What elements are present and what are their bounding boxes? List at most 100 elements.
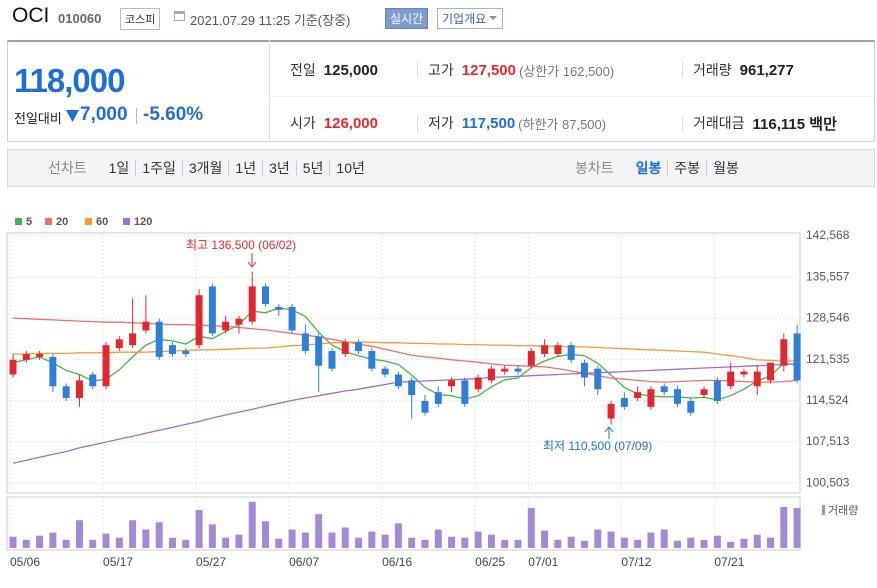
volume-bar	[62, 539, 70, 548]
volume-bar	[554, 539, 562, 548]
volume-bar	[315, 514, 323, 548]
y-tick-label: 100,503	[806, 475, 850, 489]
candle-body	[9, 359, 17, 375]
candle-body	[501, 368, 509, 372]
volume-bar	[49, 532, 57, 548]
legend-label: 120	[134, 216, 152, 228]
volume-bar	[155, 522, 163, 548]
volume-bar	[793, 507, 801, 548]
tab[interactable]: 월봉	[706, 160, 745, 176]
candle-body	[301, 333, 309, 352]
candle-body	[142, 321, 150, 331]
candle-body	[408, 380, 416, 396]
candle-body	[262, 286, 270, 305]
volume-bar	[195, 510, 203, 548]
datetime: 2021.07.29 11:25 기준(장중)	[190, 13, 351, 28]
stat-value: 116,115 백만	[752, 115, 837, 133]
candle-body	[36, 353, 44, 357]
volume-bar	[461, 537, 469, 548]
tab-bar	[7, 149, 875, 187]
separator	[136, 108, 137, 124]
volume-bar	[474, 531, 482, 548]
stat: 거래대금 116,115 백만	[682, 108, 875, 138]
tab[interactable]: 일봉	[635, 160, 662, 176]
stat-note: (상한가 162,500)	[519, 63, 615, 79]
candle-body	[328, 351, 336, 369]
candle-body	[421, 400, 429, 413]
x-tick-label: 07/12	[621, 555, 651, 569]
ma-lines	[12, 307, 798, 464]
x-tick-label: 07/21	[714, 555, 744, 569]
down-triangle	[66, 110, 79, 122]
company-info-button[interactable]: 기업개요	[437, 8, 504, 29]
stat: 고가 127,500 (상한가 162,500)	[417, 54, 693, 86]
tab[interactable]: 1주일	[135, 160, 182, 176]
candle-body	[168, 345, 176, 354]
volume-bar	[129, 520, 137, 548]
candle-body	[235, 318, 243, 325]
market-badge: 코스피	[120, 8, 161, 30]
y-tick-label: 135,557	[806, 269, 850, 283]
change: 7,000	[80, 104, 128, 125]
high-annotation: 최고 136,500 (06/02)	[186, 238, 296, 252]
volume-bar	[541, 530, 549, 548]
candle-body	[394, 374, 402, 387]
candle-body	[541, 345, 549, 354]
candle-body	[514, 368, 522, 372]
volume-bar	[501, 539, 509, 548]
change-label: 전일대비	[14, 111, 62, 126]
tab[interactable]: 1년	[228, 160, 262, 176]
tab[interactable]: 3년	[262, 160, 296, 176]
candle-body	[22, 353, 30, 360]
candle-body	[660, 386, 668, 393]
tab[interactable]: 주봉	[667, 160, 706, 176]
ma-line	[12, 363, 798, 464]
volume-bar	[288, 529, 296, 548]
tab[interactable]: 3개월	[181, 160, 229, 176]
candle-body	[620, 398, 628, 407]
volume-bars	[9, 501, 801, 548]
volume-bar	[700, 539, 708, 548]
candle-body	[222, 321, 230, 331]
tab[interactable]: 1일	[108, 160, 130, 176]
price-cell	[7, 40, 270, 142]
candle-body	[580, 362, 588, 378]
stat-value: 127,500	[461, 61, 516, 79]
volume-bar	[580, 540, 588, 548]
candle-body	[341, 342, 349, 354]
tab[interactable]: 5년	[295, 160, 330, 176]
candle-body	[527, 351, 535, 366]
volume-bar	[634, 539, 642, 548]
volume-bar	[607, 531, 615, 548]
volume-bar	[36, 535, 44, 548]
quote-box	[7, 40, 875, 142]
x-tick-label: 05/17	[103, 555, 133, 569]
stat-value: 126,000	[323, 114, 378, 132]
realtime-button[interactable]: 실시간	[385, 8, 429, 29]
tab[interactable]: 10년	[329, 160, 370, 176]
volume-bar	[727, 541, 735, 548]
y-tick-label: 107,513	[806, 434, 850, 448]
x-tick-label: 05/27	[196, 555, 226, 569]
stock-code: 010060	[58, 11, 102, 26]
candle-body	[355, 342, 363, 352]
volume-bar	[381, 534, 389, 548]
stat-value: 125,000	[323, 61, 378, 79]
volume-bar	[262, 521, 270, 548]
volume-bar	[594, 529, 602, 548]
volume-bar	[102, 533, 110, 548]
candle-body	[740, 371, 748, 375]
candle-body	[155, 321, 163, 357]
volume-bar	[448, 536, 456, 548]
stat: 전일 125,000	[290, 54, 428, 86]
candle-body	[780, 339, 788, 366]
volume-bar	[514, 539, 522, 548]
volume-bar	[368, 531, 376, 548]
volume-bar	[89, 539, 97, 548]
volume-bar	[142, 529, 150, 548]
candle-body	[461, 380, 469, 404]
candle-body	[713, 380, 721, 401]
candle-body	[687, 400, 695, 413]
volume-bar	[275, 538, 283, 548]
volume-frame	[6, 496, 801, 551]
